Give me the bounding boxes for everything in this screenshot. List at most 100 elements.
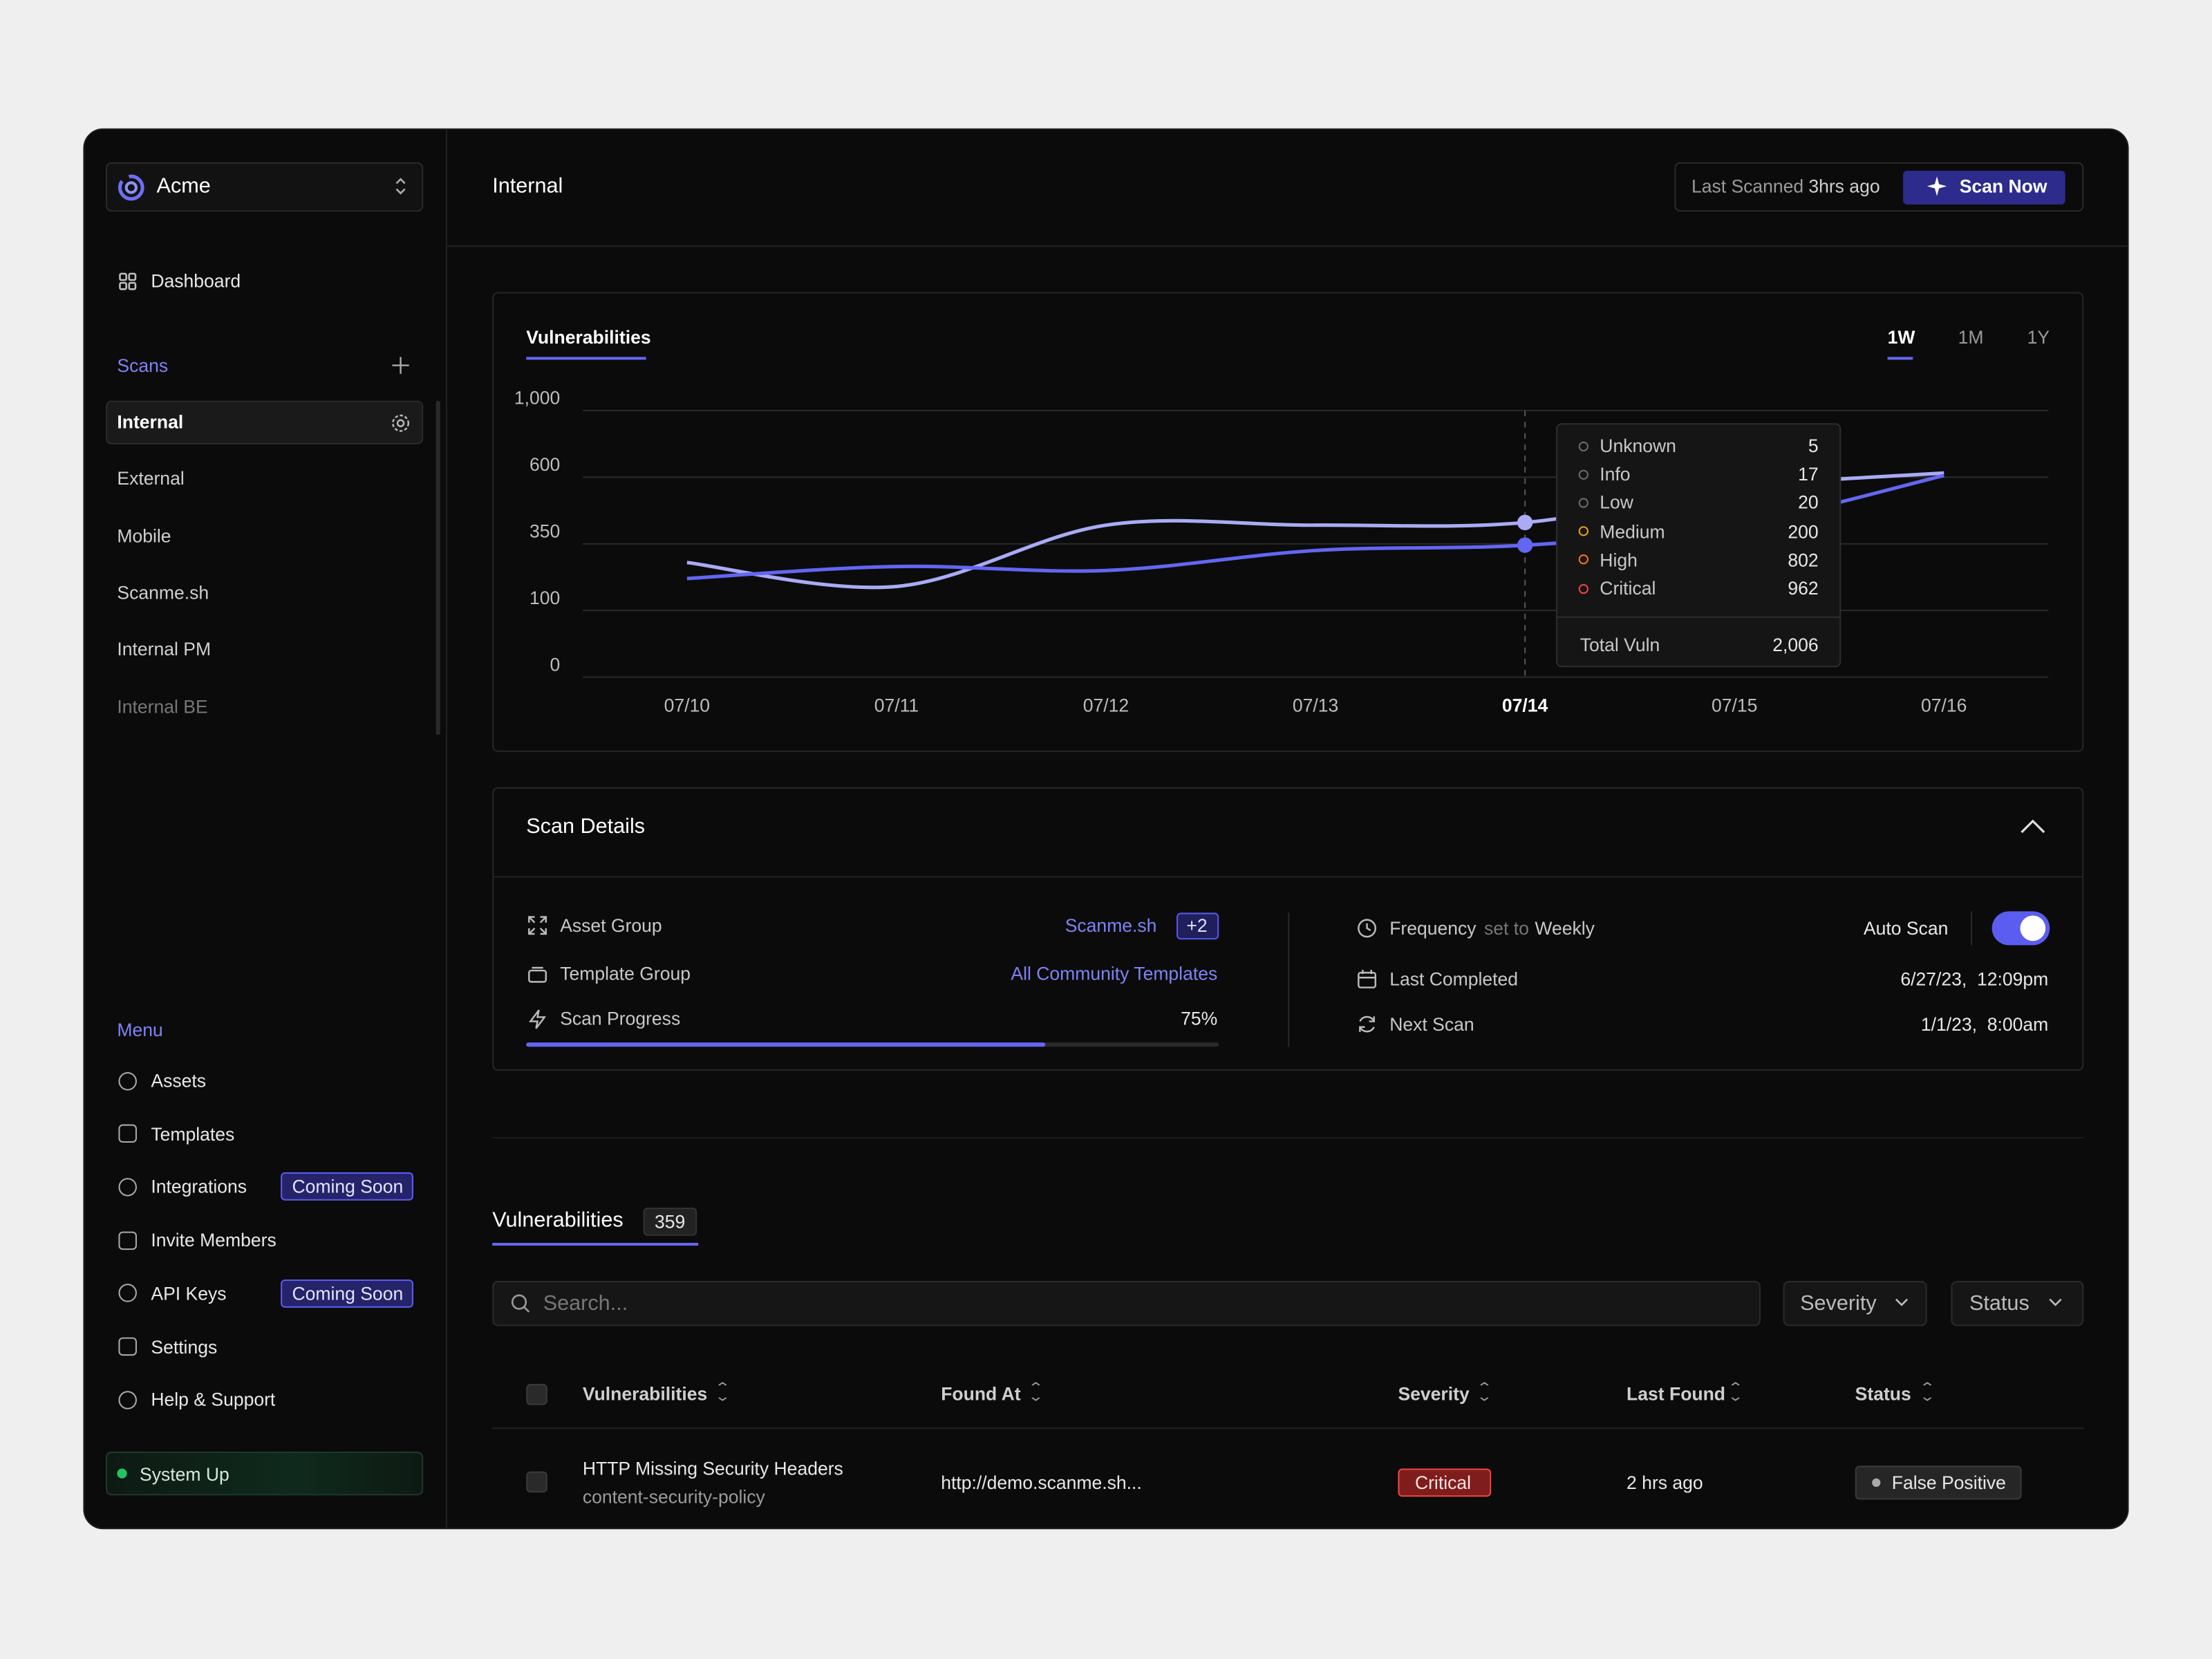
detail-label: Scan Progress [560,1008,681,1029]
menu-link[interactable]: Help & Support [151,1389,276,1411]
scan-link[interactable]: External [117,468,185,489]
menu-link[interactable]: Templates [151,1123,235,1145]
toggle-label: Auto Scan [1863,917,1949,939]
menu-link[interactable]: API Keys [151,1282,227,1304]
range-tab[interactable]: 1W [1887,326,1915,348]
menu-icon [118,1284,137,1303]
detail-link[interactable]: Scanme.sh [1065,915,1157,937]
scan-button-text[interactable]: Scan Now [1959,176,2047,197]
x-tick-label: 07/12 [1083,695,1129,715]
tooltip-total-label: Total Vuln [1580,634,1660,655]
section-title: Menu [117,1019,163,1041]
tooltip-label: Low [1600,492,1633,514]
search-icon [511,1294,530,1313]
tooltip-total: 2,006 [1772,634,1819,655]
status-text: False Positive [1891,1472,2006,1494]
add-icon[interactable] [392,357,409,374]
legend-dot [1578,526,1588,536]
header-divider [447,245,2128,247]
range-tab[interactable]: 1Y [2027,326,2050,348]
nav-link[interactable]: Dashboard [151,270,241,292]
scan-link[interactable]: Scanme.sh [117,581,209,603]
scan-link[interactable]: Mobile [117,525,171,546]
details-card [492,787,2084,1071]
sort-icon: ⌃ ⌄ [1727,1380,1744,1405]
badge-text: Coming Soon [292,1176,404,1198]
filter-label: Status [1969,1291,2030,1316]
x-tick-label: 07/16 [1921,695,1967,715]
found-at: http://demo.scanme.sh... [941,1472,1142,1494]
section-title: Scans [117,355,169,376]
vuln-tab[interactable]: Vulnerabilities [492,1208,624,1232]
column-header[interactable]: Found At [941,1383,1021,1405]
vuln-detail: content-security-policy [582,1485,765,1508]
detail-value: 6/27/23, 12:09pm [1900,968,2049,990]
x-tick-label: 07/13 [1293,695,1338,715]
toggle-knob [2020,915,2046,941]
column-divider [1288,912,1290,1047]
scan-link[interactable]: Internal [117,411,184,433]
y-tick-label: 100 [529,588,560,608]
column-header[interactable]: Last Found [1627,1383,1726,1405]
tooltip-divider [1557,616,1840,618]
column-header[interactable]: Status [1855,1383,1911,1405]
badge [281,1172,413,1201]
filter-label: Severity [1800,1291,1877,1316]
hover-dot [1517,537,1533,553]
org-logo [118,174,144,201]
tooltip-value: 5 [1808,435,1819,457]
status-dot [1872,1478,1881,1488]
range-tab[interactable]: 1M [1958,326,1984,348]
menu-icon [118,1337,137,1356]
chevrons [395,178,406,195]
count-badge-text: +2 [1186,915,1208,937]
checkbox[interactable] [526,1384,547,1405]
menu-icon [118,1124,137,1143]
tooltip-label: Medium [1600,521,1665,542]
vuln-name[interactable]: HTTP Missing Security Headers [582,1458,843,1479]
tooltip-value: 200 [1788,521,1819,542]
tooltip-label: Info [1600,463,1631,485]
collapse-icon[interactable] [2020,818,2045,834]
hover-dot [1517,514,1533,531]
detail-label: Last Completed [1389,968,1519,990]
y-tick-label: 0 [550,654,560,675]
sort-icon: ⌃ ⌄ [714,1380,731,1405]
column-header[interactable]: Vulnerabilities [582,1383,708,1405]
menu-link[interactable]: Invite Members [151,1229,276,1251]
org-name: Acme [156,174,211,198]
sort-icon: ⌃ ⌄ [1027,1380,1044,1405]
tooltip-value: 17 [1798,463,1819,485]
detail-link[interactable]: All Community Templates [1011,962,1218,984]
menu-icon [118,1177,137,1197]
sort-icon: ⌃ ⌄ [1919,1380,1936,1405]
y-tick-label: 350 [529,521,560,541]
org-switcher[interactable] [106,162,424,212]
x-tick-label: 07/14 [1502,695,1548,715]
scan-link[interactable]: Internal BE [117,695,208,717]
menu-link[interactable]: Settings [151,1335,218,1358]
detail-connector: set to [1483,917,1529,939]
menu-link[interactable]: Assets [151,1069,206,1091]
section-divider [492,1136,2084,1138]
x-tick-label: 07/15 [1712,695,1757,715]
scan-link[interactable]: Internal PM [117,638,212,660]
legend-dot [1578,554,1588,565]
tooltip: Unknown 5 Info 17 Low 20 Medium 200 High 802 Criti… [1556,423,1841,668]
scan-button[interactable] [1903,170,2065,205]
column-header[interactable]: Severity [1398,1383,1470,1405]
menu-link[interactable]: Integrations [151,1176,247,1198]
checkbox[interactable] [526,1471,547,1493]
menu-icon [118,1071,137,1090]
filter-dropdown[interactable] [1951,1281,2084,1327]
tooltip-value: 962 [1788,577,1819,599]
refresh-icon [1359,1015,1375,1033]
details-title: Scan Details [526,814,646,839]
search-input[interactable] [492,1281,1761,1327]
detail-label: Asset Group [560,915,662,937]
count-badge [1177,912,1219,940]
scrollbar [435,400,440,735]
gear-icon[interactable] [391,413,411,433]
range-underline [1887,357,1913,360]
x-tick-label: 07/10 [664,695,710,715]
